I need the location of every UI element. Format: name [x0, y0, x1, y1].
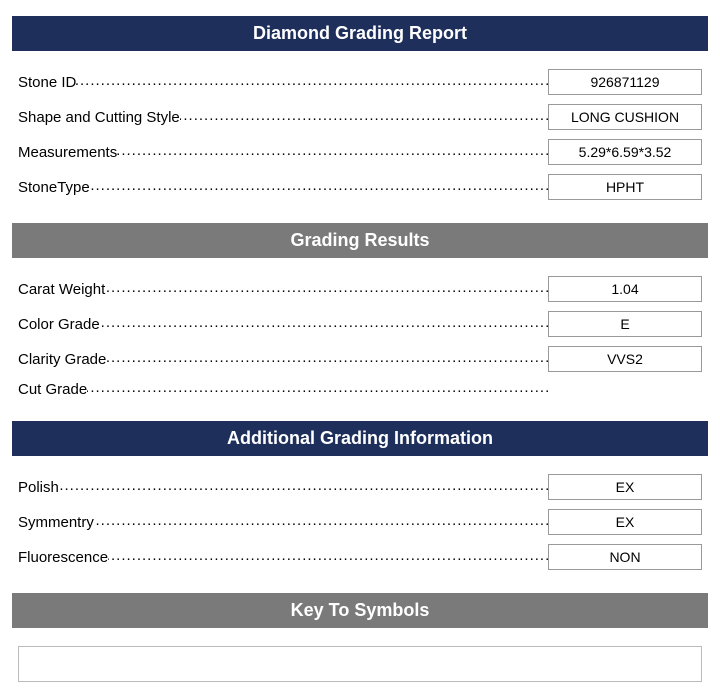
row-symmetry: Symmentry EX	[18, 509, 702, 535]
section-header-diamond-grading-report: Diamond Grading Report	[12, 16, 708, 51]
section-rows-1: Carat Weight 1.04 Color Grade E Clarity …	[12, 276, 708, 421]
label-fluorescence: Fluorescence	[18, 549, 548, 566]
label-stone-id: Stone ID	[18, 74, 548, 91]
row-cut-grade: Cut Grade	[18, 381, 702, 398]
label-polish: Polish	[18, 479, 548, 496]
section-header-grading-results: Grading Results	[12, 223, 708, 258]
value-clarity-grade: VVS2	[548, 346, 702, 372]
row-stone-type: StoneType HPHT	[18, 174, 702, 200]
row-stone-id: Stone ID 926871129	[18, 69, 702, 95]
label-cut-grade: Cut Grade	[18, 381, 548, 398]
section-rows-2: Polish EX Symmentry EX Fluorescence NON	[12, 474, 708, 593]
label-carat-weight: Carat Weight	[18, 281, 548, 298]
label-shape-cutting-style: Shape and Cutting Style	[18, 109, 548, 126]
section-header-key-to-symbols: Key To Symbols	[12, 593, 708, 628]
row-shape-cutting-style: Shape and Cutting Style LONG CUSHION	[18, 104, 702, 130]
label-symmetry: Symmentry	[18, 514, 548, 531]
value-polish: EX	[548, 474, 702, 500]
label-measurements: Measurements	[18, 144, 548, 161]
value-stone-type: HPHT	[548, 174, 702, 200]
row-clarity-grade: Clarity Grade VVS2	[18, 346, 702, 372]
label-color-grade: Color Grade	[18, 316, 548, 333]
row-fluorescence: Fluorescence NON	[18, 544, 702, 570]
value-symmetry: EX	[548, 509, 702, 535]
row-carat-weight: Carat Weight 1.04	[18, 276, 702, 302]
value-measurements: 5.29*6.59*3.52	[548, 139, 702, 165]
value-shape-cutting-style: LONG CUSHION	[548, 104, 702, 130]
row-measurements: Measurements 5.29*6.59*3.52	[18, 139, 702, 165]
label-stone-type: StoneType	[18, 179, 548, 196]
value-color-grade: E	[548, 311, 702, 337]
key-to-symbols-box	[18, 646, 702, 682]
row-polish: Polish EX	[18, 474, 702, 500]
value-fluorescence: NON	[548, 544, 702, 570]
row-color-grade: Color Grade E	[18, 311, 702, 337]
label-clarity-grade: Clarity Grade	[18, 351, 548, 368]
value-stone-id: 926871129	[548, 69, 702, 95]
value-carat-weight: 1.04	[548, 276, 702, 302]
section-rows-0: Stone ID 926871129 Shape and Cutting Sty…	[12, 69, 708, 223]
section-header-additional-grading-information: Additional Grading Information	[12, 421, 708, 456]
